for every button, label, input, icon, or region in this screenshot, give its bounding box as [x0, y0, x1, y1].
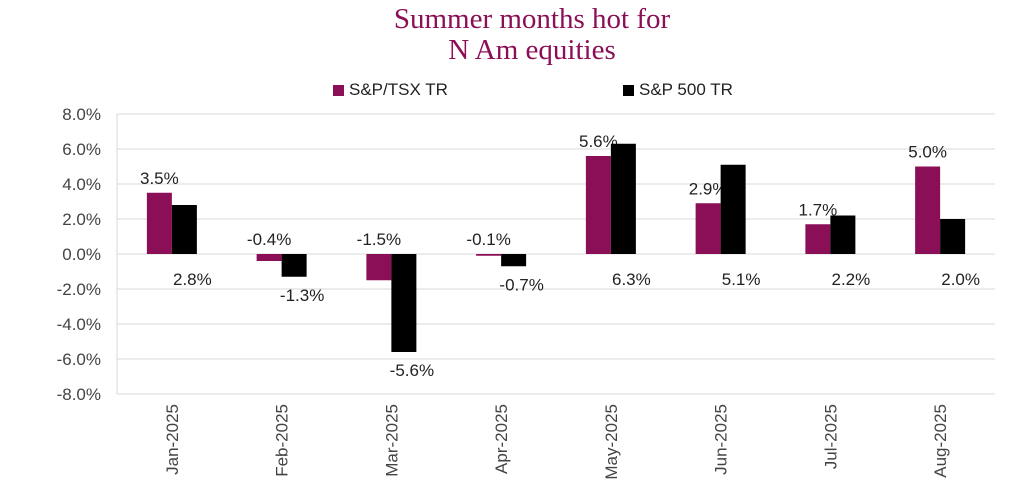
x-tick-label: Mar-2025 — [382, 404, 401, 477]
data-label-sp500: 2.2% — [832, 270, 871, 289]
bar-sp500 — [391, 254, 417, 352]
data-label-sp500: 2.8% — [173, 270, 212, 289]
bar-tsx — [146, 192, 172, 254]
data-label-sp500: -1.3% — [280, 286, 324, 305]
y-tick-label: -8.0% — [57, 385, 101, 404]
y-tick-label: 8.0% — [62, 105, 101, 124]
bar-sp500 — [171, 205, 197, 254]
x-tick-label: Aug-2025 — [931, 404, 950, 478]
y-tick-label: 6.0% — [62, 140, 101, 159]
chart-title-line-1: Summer months hot for — [393, 3, 671, 35]
data-label-tsx: -0.4% — [247, 230, 291, 249]
data-label-tsx: 3.5% — [140, 169, 179, 188]
bar-tsx — [476, 254, 502, 256]
x-tick-label: Feb-2025 — [273, 404, 292, 477]
y-tick-label: -2.0% — [57, 280, 101, 299]
chart-title-line-2: N Am equities — [448, 34, 616, 66]
data-label-tsx: 2.9% — [689, 179, 728, 198]
bar-sp500 — [610, 143, 636, 254]
bar-sp500 — [720, 164, 746, 254]
chart-legend: S&P/TSX TR S&P 500 TR — [0, 80, 1024, 102]
x-tick-label: Apr-2025 — [492, 404, 511, 474]
x-tick-label: Jun-2025 — [712, 404, 731, 475]
y-tick-label: 2.0% — [62, 210, 101, 229]
x-tick-label: Jan-2025 — [163, 404, 182, 475]
data-label-sp500: 6.3% — [612, 270, 651, 289]
legend-label-sp500: S&P 500 TR — [639, 80, 733, 99]
x-tick-label: Jul-2025 — [821, 404, 840, 469]
bar-sp500 — [830, 215, 856, 254]
y-tick-label: -4.0% — [57, 315, 101, 334]
bar-sp500 — [501, 254, 527, 267]
legend-item-tsx: S&P/TSX TR — [333, 80, 448, 100]
y-tick-label: 4.0% — [62, 175, 101, 194]
data-label-sp500: 5.1% — [722, 270, 761, 289]
data-label-tsx: 5.0% — [908, 143, 947, 162]
bar-tsx — [256, 254, 282, 261]
data-label-sp500: -0.7% — [499, 275, 543, 294]
data-label-sp500: 2.0% — [941, 270, 980, 289]
data-label-tsx: 1.7% — [799, 200, 838, 219]
data-label-tsx: -0.1% — [466, 230, 510, 249]
data-label-tsx: 5.6% — [579, 132, 618, 151]
legend-swatch-sp500 — [623, 84, 634, 96]
bar-tsx — [585, 156, 611, 254]
legend-item-sp500: S&P 500 TR — [623, 80, 733, 100]
chart-title: Summer months hot for N Am equities — [0, 4, 1024, 66]
legend-label-tsx: S&P/TSX TR — [349, 80, 448, 99]
data-label-sp500: -5.6% — [390, 361, 434, 380]
data-label-tsx: -1.5% — [357, 230, 401, 249]
bar-sp500 — [940, 219, 966, 254]
legend-swatch-tsx — [333, 84, 344, 96]
y-tick-label: -6.0% — [57, 350, 101, 369]
bar-tsx — [915, 166, 941, 254]
bar-sp500 — [281, 254, 307, 277]
x-tick-label: May-2025 — [602, 404, 621, 480]
bar-tsx — [366, 254, 392, 281]
bar-tsx — [695, 203, 721, 254]
bar-tsx — [805, 224, 831, 254]
y-tick-label: 0.0% — [62, 245, 101, 264]
